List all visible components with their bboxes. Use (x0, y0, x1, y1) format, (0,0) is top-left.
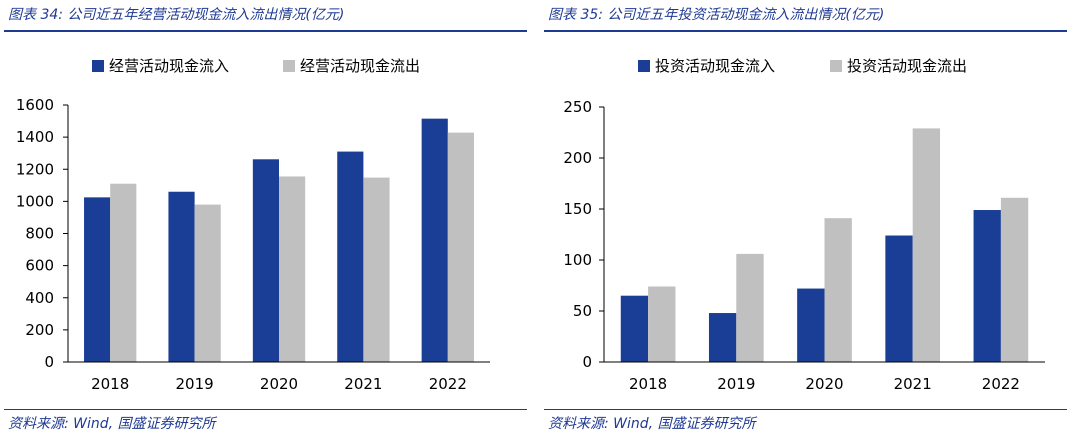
y-tick-label: 1600 (16, 96, 54, 114)
x-tick-label: 2020 (260, 375, 298, 393)
bar-inflow (252, 159, 279, 362)
y-tick-label: 1200 (16, 160, 54, 178)
operating-cashflow-bar-chart: 经营活动现金流入 经营活动现金流出 0 200 400 600 800 1000 1200 140… (16, 57, 490, 393)
bar-outflow (648, 286, 676, 362)
bar-outflow (736, 253, 764, 362)
title-rule (544, 30, 1067, 32)
x-tick-label: 2018 (629, 375, 667, 393)
bar-outflow (824, 218, 852, 362)
x-tick-label: 2021 (344, 375, 382, 393)
y-tick-label: 800 (25, 225, 54, 243)
bar-inflow (337, 151, 364, 362)
y-tick-label: 250 (563, 98, 592, 116)
bar-outflow (194, 204, 221, 362)
bar-inflow (620, 295, 649, 362)
legend-swatch (92, 60, 104, 72)
legend-swatch (638, 60, 650, 72)
y-tick-label: 1400 (16, 128, 54, 146)
bar-inflow (421, 118, 448, 362)
y-tick-label: 0 (582, 353, 592, 371)
legend-label: 经营活动现金流出 (300, 57, 420, 75)
chart-title: 图表 34: 公司近五年经营活动现金流入流出情况(亿元) (8, 7, 345, 23)
bar-inflow (797, 288, 825, 362)
legend-label: 经营活动现金流入 (109, 57, 229, 75)
y-tick-label: 200 (563, 149, 592, 167)
title-rule (4, 30, 527, 32)
x-tick-label: 2022 (429, 375, 467, 393)
y-tick-label: 0 (44, 353, 54, 371)
x-tick-label: 2019 (717, 375, 755, 393)
y-tick-label: 200 (25, 321, 54, 339)
bar-inflow (168, 191, 195, 362)
y-tick-label: 100 (563, 251, 592, 269)
bar-outflow (912, 128, 941, 362)
x-tick-label: 2021 (894, 375, 932, 393)
bar-outflow (110, 183, 137, 362)
bar-outflow (1000, 197, 1029, 362)
bar-outflow (447, 132, 474, 362)
legend-swatch (283, 60, 295, 72)
chart-title: 图表 35: 公司近五年投资活动现金流入流出情况(亿元) (548, 7, 885, 23)
bar-inflow (708, 313, 737, 362)
legend-swatch (830, 60, 842, 72)
source-note: 资料来源: Wind, 国盛证券研究所 (8, 416, 216, 432)
y-tick-label: 50 (573, 302, 592, 320)
x-tick-label: 2019 (176, 375, 214, 393)
x-tick-label: 2020 (805, 375, 843, 393)
y-tick-label: 150 (563, 200, 592, 218)
x-tick-label: 2022 (982, 375, 1020, 393)
bar-inflow (84, 197, 111, 362)
y-tick-label: 600 (25, 257, 54, 275)
x-tick-label: 2018 (91, 375, 129, 393)
legend-label: 投资活动现金流出 (847, 57, 967, 75)
y-tick-label: 400 (25, 289, 54, 307)
source-rule (544, 409, 1067, 410)
bar-outflow (279, 176, 306, 362)
chart-panel-operating: 图表 34: 公司近五年经营活动现金流入流出情况(亿元) 经营活动现金流入 经营活… (4, 7, 527, 432)
bar-outflow (363, 177, 390, 362)
source-note: 资料来源: Wind, 国盛证券研究所 (548, 416, 756, 432)
bar-inflow (885, 235, 913, 362)
y-tick-label: 1000 (16, 192, 54, 210)
chart-panel-investing: 图表 35: 公司近五年投资活动现金流入流出情况(亿元) 投资活动现金流入 投资活… (540, 0, 1080, 439)
source-rule (4, 409, 527, 410)
legend-label: 投资活动现金流入 (655, 57, 775, 75)
bar-inflow (973, 210, 1001, 362)
investing-cashflow-bar-chart: 投资活动现金流入 投资活动现金流出 0 50 100 150 200 250 2018 2019 2… (563, 57, 1045, 393)
